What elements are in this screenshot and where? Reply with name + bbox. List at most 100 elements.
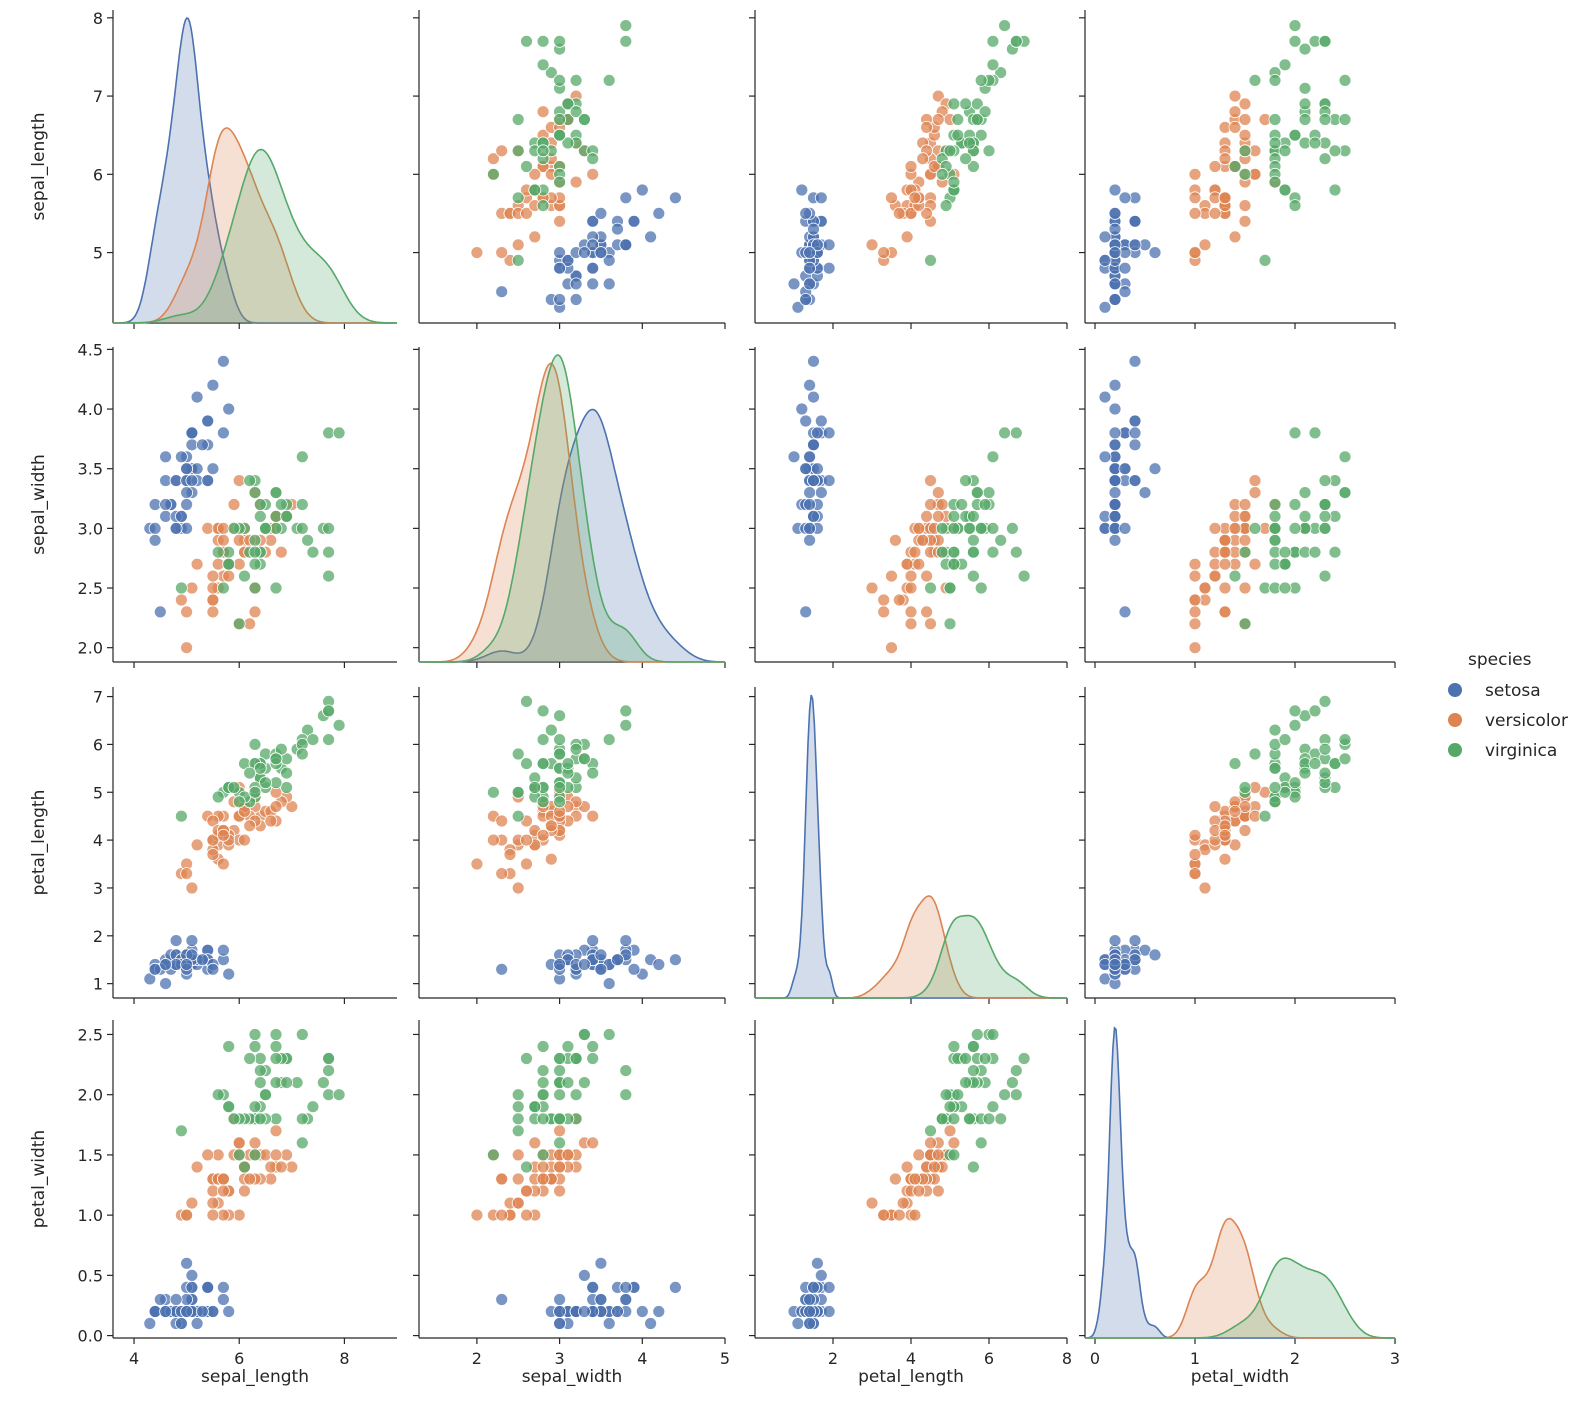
- scatter-point-setosa: [1108, 934, 1122, 947]
- scatter-point-versicolor: [544, 819, 558, 833]
- scatter-point-virginica: [1268, 795, 1282, 809]
- scatter-point-versicolor: [206, 1208, 220, 1222]
- scatter-point-virginica: [1318, 34, 1332, 48]
- scatter-point-virginica: [253, 1076, 267, 1089]
- scatter-point-virginica: [269, 581, 283, 595]
- scatter-point-virginica: [967, 545, 980, 559]
- y-tick-label: 7: [93, 688, 103, 707]
- scatter-point-versicolor: [1238, 214, 1252, 228]
- scatter-point-setosa: [652, 1305, 666, 1318]
- scatter-point-versicolor: [528, 1136, 542, 1150]
- scatter-point-virginica: [947, 545, 961, 559]
- scatter-point-setosa: [1128, 474, 1142, 488]
- scatter-point-virginica: [1288, 34, 1302, 48]
- scatter-point-virginica: [174, 809, 188, 823]
- scatter-point-versicolor: [174, 593, 188, 607]
- scatter-point-setosa: [1108, 474, 1122, 488]
- scatter-point-virginica: [232, 617, 246, 631]
- scatter-point-setosa: [1098, 230, 1112, 244]
- x-tick-label: 0: [1090, 1349, 1100, 1368]
- scatter-point-virginica: [947, 1040, 961, 1053]
- scatter-point-virginica: [295, 1112, 309, 1126]
- scatter-point-virginica: [269, 1028, 283, 1041]
- scatter-point-virginica: [1298, 42, 1312, 56]
- scatter-point-virginica: [578, 752, 591, 766]
- scatter-point-virginica: [963, 136, 976, 150]
- scatter-point-virginica: [280, 510, 294, 523]
- scatter-point-setosa: [627, 962, 641, 976]
- scatter-point-versicolor: [1208, 800, 1222, 813]
- scatter-point-virginica: [619, 1064, 633, 1077]
- scatter-point-versicolor: [1238, 97, 1252, 111]
- scatter-point-setosa: [578, 246, 591, 260]
- scatter-point-virginica: [1238, 545, 1252, 559]
- scatter-point-setosa: [586, 214, 600, 228]
- scatter-point-virginica: [561, 97, 575, 111]
- scatter-point-virginica: [970, 486, 984, 500]
- kde-area-setosa: [1085, 1028, 1395, 1338]
- scatter-point-virginica: [536, 144, 550, 158]
- scatter-point-setosa: [1128, 426, 1142, 440]
- scatter-point-setosa: [185, 934, 199, 947]
- y-axis-label-sepal_length: sepal_length: [29, 113, 49, 221]
- scatter-point-versicolor: [206, 569, 220, 583]
- scatter-point-virginica: [211, 1088, 225, 1102]
- scatter-point-virginica: [511, 1112, 525, 1126]
- legend-label-setosa: setosa: [1485, 681, 1541, 701]
- scatter-point-virginica: [553, 1112, 566, 1126]
- scatter-point-virginica: [269, 1052, 283, 1065]
- scatter-point-setosa: [1108, 246, 1122, 260]
- scatter-point-virginica: [935, 167, 949, 181]
- scatter-point-versicolor: [924, 498, 937, 511]
- scatter-point-setosa: [814, 1269, 828, 1282]
- scatter-point-versicolor: [216, 533, 230, 547]
- scatter-point-virginica: [994, 1112, 1008, 1126]
- scatter-point-virginica: [553, 113, 566, 126]
- scatter-point-versicolor: [928, 1160, 941, 1174]
- scatter-point-versicolor: [206, 833, 220, 847]
- scatter-point-setosa: [169, 1293, 183, 1306]
- scatter-point-virginica: [316, 1076, 330, 1089]
- scatter-point-setosa: [611, 222, 624, 236]
- scatter-point-versicolor: [920, 569, 933, 583]
- scatter-point-virginica: [569, 1052, 583, 1065]
- scatter-point-versicolor: [877, 593, 891, 607]
- scatter-point-versicolor: [920, 206, 933, 220]
- scatter-point-setosa: [159, 498, 173, 511]
- scatter-point-virginica: [994, 533, 1008, 547]
- scatter-point-virginica: [280, 766, 294, 780]
- scatter-point-versicolor: [520, 1184, 533, 1198]
- scatter-point-virginica: [528, 1100, 542, 1114]
- scatter-point-virginica: [520, 757, 533, 770]
- scatter-point-versicolor: [931, 486, 945, 500]
- scatter-point-versicolor: [877, 1208, 891, 1222]
- scatter-point-virginica: [619, 1088, 633, 1102]
- scatter-point-versicolor: [889, 533, 902, 547]
- scatter-point-setosa: [143, 1317, 157, 1330]
- scatter-point-virginica: [553, 34, 566, 48]
- scatter-point-setosa: [787, 277, 801, 291]
- scatter-point-virginica: [974, 74, 988, 87]
- scatter-point-versicolor: [486, 152, 500, 166]
- scatter-point-virginica: [248, 581, 262, 595]
- legend-marker-versicolor: [1448, 713, 1462, 727]
- scatter-point-versicolor: [269, 1148, 283, 1162]
- y-tick-label: 3.5: [78, 460, 103, 479]
- scatter-point-virginica: [511, 809, 525, 823]
- scatter-point-virginica: [578, 1028, 591, 1041]
- scatter-point-setosa: [652, 206, 666, 220]
- scatter-point-versicolor: [520, 833, 533, 847]
- scatter-point-versicolor: [1228, 105, 1242, 119]
- scatter-point-virginica: [536, 733, 550, 746]
- scatter-point-virginica: [553, 175, 566, 189]
- scatter-point-virginica: [232, 795, 246, 809]
- kde-area-versicolor: [755, 896, 1067, 998]
- scatter-point-setosa: [1108, 222, 1122, 236]
- scatter-point-setosa: [180, 1256, 194, 1270]
- scatter-point-virginica: [986, 58, 1000, 72]
- kde-line-virginica: [113, 148, 397, 324]
- scatter-point-versicolor: [1188, 593, 1202, 607]
- x-tick-label: 4: [129, 1349, 139, 1368]
- scatter-point-virginica: [322, 522, 336, 535]
